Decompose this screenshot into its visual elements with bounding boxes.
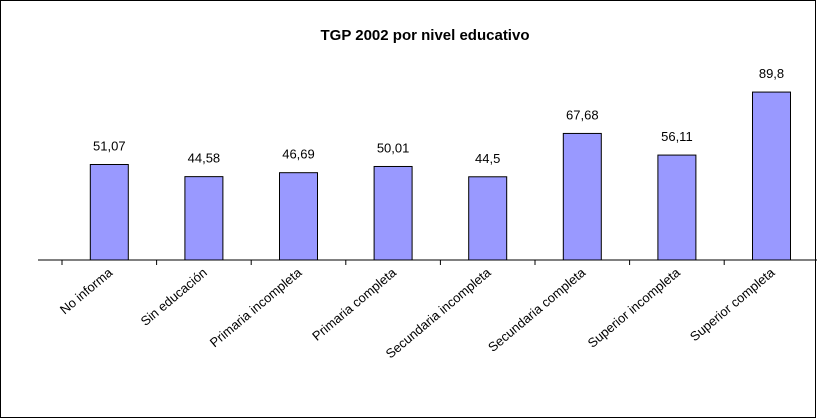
value-label: 89,8 <box>759 66 784 81</box>
value-label: 50,01 <box>377 140 410 155</box>
chart-title: TGP 2002 por nivel educativo <box>321 27 530 44</box>
bar <box>657 154 697 261</box>
value-label: 44,58 <box>188 151 221 166</box>
bar <box>468 176 508 261</box>
bar <box>562 132 602 261</box>
bar <box>752 91 791 261</box>
bar <box>184 176 224 261</box>
value-label: 51,07 <box>93 138 126 153</box>
value-label: 44,5 <box>475 151 500 166</box>
value-label: 56,11 <box>661 129 693 144</box>
bar <box>373 165 413 261</box>
bar <box>89 163 129 261</box>
value-label: 46,69 <box>282 147 315 162</box>
value-label: 67,68 <box>566 107 599 122</box>
bar <box>279 172 318 261</box>
